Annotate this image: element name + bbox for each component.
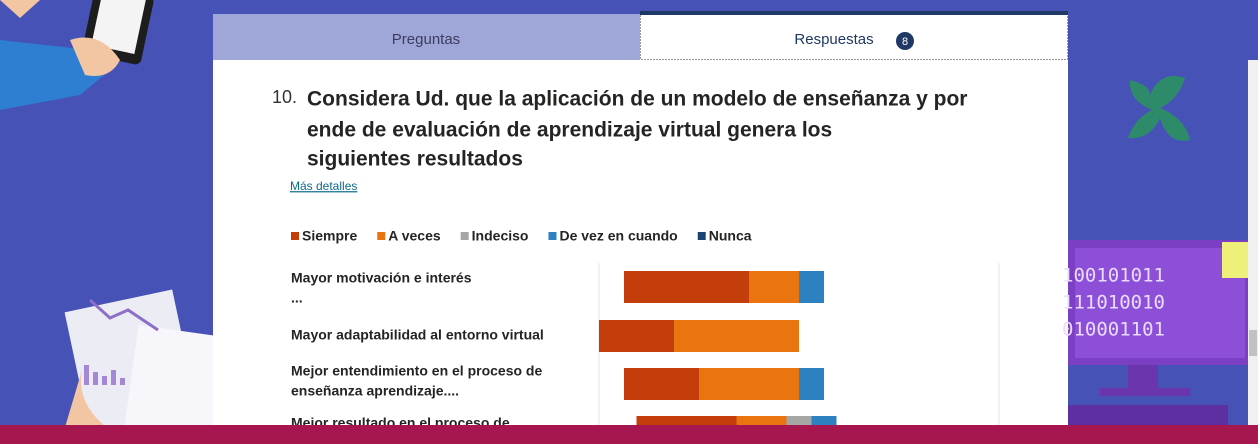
- question-number: 10.: [272, 87, 297, 107]
- decor-left: [0, 0, 228, 444]
- legend-swatch: [460, 232, 469, 240]
- decor-binary: 010001101: [1062, 319, 1165, 341]
- bar-segment: [699, 368, 799, 400]
- panel: [213, 14, 1068, 434]
- tab-label[interactable]: Respuestas: [794, 31, 873, 48]
- legend-label: Siempre: [302, 228, 357, 244]
- details-link[interactable]: Más detalles: [290, 179, 357, 193]
- bar-segment: [624, 368, 699, 400]
- legend-swatch: [291, 232, 299, 240]
- scrollbar-thumb[interactable]: [1249, 330, 1257, 356]
- decor-right: [1068, 76, 1248, 427]
- legend-label: Indeciso: [472, 228, 529, 244]
- tab-active-indicator: [640, 11, 1068, 15]
- tab-preguntas[interactable]: [213, 14, 640, 60]
- legend-swatch: [377, 232, 386, 240]
- row-label: Mejor entendimiento en el proceso de: [291, 363, 542, 379]
- legend-label: A veces: [388, 228, 441, 244]
- question-title: Considera Ud. que la aplicación de un mo…: [307, 88, 967, 111]
- bar-segment: [799, 368, 824, 400]
- row-label: enseñanza aprendizaje....: [291, 383, 459, 399]
- legend-label: De vez en cuando: [559, 228, 677, 244]
- bottom-bar: [0, 425, 1258, 444]
- bar-segment: [599, 320, 674, 352]
- question-title: siguientes resultados: [307, 148, 523, 171]
- legend-swatch: [548, 232, 557, 240]
- row-label: Mayor motivación e interés: [291, 270, 472, 286]
- tab-respuestas[interactable]: [640, 14, 1068, 60]
- bar-segment: [674, 320, 799, 352]
- question-title: ende de evaluación de aprendizaje virtua…: [307, 119, 832, 142]
- bar-segment: [624, 271, 749, 303]
- bar-segment: [799, 271, 824, 303]
- decor-binary: 111010010: [1062, 292, 1165, 314]
- bar-segment: [749, 271, 799, 303]
- row-label: Mayor adaptabilidad al entorno virtual: [291, 327, 544, 343]
- legend-swatch: [697, 232, 706, 240]
- response-badge: [896, 32, 914, 50]
- row-label: ...: [291, 290, 303, 306]
- legend-label: Nunca: [709, 228, 752, 244]
- decor-binary: 100101011: [1062, 265, 1165, 287]
- scrollbar[interactable]: [1248, 60, 1258, 430]
- tab-label[interactable]: Preguntas: [392, 31, 460, 48]
- response-count: 8: [902, 36, 908, 48]
